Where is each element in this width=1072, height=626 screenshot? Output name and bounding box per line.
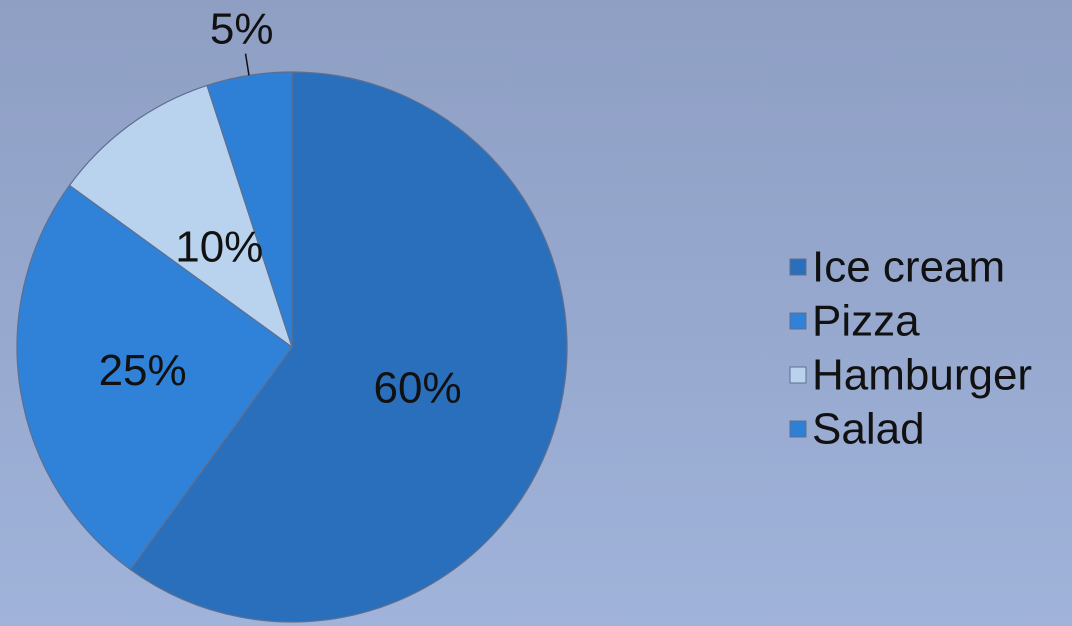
pie-slice-hamburger bbox=[68, 84, 294, 349]
leader-line-salad bbox=[244, 53, 250, 76]
pie-slice-pizza bbox=[16, 184, 293, 571]
legend-label-pizza: Pizza bbox=[812, 297, 920, 346]
legend-item-hamburger: Hamburger bbox=[789, 351, 1032, 400]
legend-label-salad: Salad bbox=[812, 405, 925, 454]
pie-slice-salad bbox=[206, 71, 293, 348]
slice-labels: 60% 25% 10% 5% bbox=[99, 5, 462, 413]
legend-item-salad: Salad bbox=[789, 405, 925, 454]
legend-swatch-salad bbox=[789, 420, 807, 438]
legend-item-pizza: Pizza bbox=[789, 297, 920, 346]
legend: Ice cream Pizza Hamburger Salad bbox=[789, 243, 1032, 454]
legend-label-hamburger: Hamburger bbox=[812, 351, 1032, 400]
slice-label-hamburger: 10% bbox=[175, 222, 263, 271]
slice-label-salad: 5% bbox=[210, 5, 274, 54]
legend-item-ice-cream: Ice cream bbox=[789, 243, 1005, 292]
slice-label-pizza: 25% bbox=[99, 346, 187, 395]
pie-slices bbox=[16, 71, 568, 623]
slice-label-ice-cream: 60% bbox=[374, 363, 462, 412]
pie-slice-ice-cream bbox=[129, 71, 568, 623]
legend-label-ice-cream: Ice cream bbox=[812, 243, 1005, 292]
legend-swatch-ice-cream bbox=[789, 258, 807, 276]
legend-swatch-hamburger bbox=[789, 366, 807, 384]
leader-lines bbox=[244, 53, 250, 76]
legend-swatch-pizza bbox=[789, 312, 807, 330]
